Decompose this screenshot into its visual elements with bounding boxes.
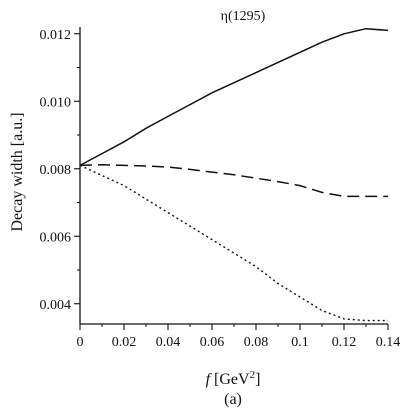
- figure-caption: (a): [224, 391, 242, 408]
- x-tick-label: 0.14: [376, 335, 401, 350]
- x-axis-label-sup: 2: [250, 369, 256, 381]
- x-tick-label: 0.04: [156, 335, 181, 350]
- plot-area: 0 0.02 0.04 0.06 0.08 0.1 0.12 0.14 0.004 0.006 0.…: [40, 27, 401, 350]
- y-tick-label: 0.012: [40, 28, 72, 43]
- series-line-dotted: [79, 164, 388, 322]
- x-axis-label-var: f: [206, 371, 213, 388]
- x-tick-label: 0.1: [291, 335, 309, 350]
- x-tick-label: 0.06: [200, 335, 225, 350]
- x-tick-label: 0.02: [112, 335, 137, 350]
- y-axis-label: Decay width [a.u.]: [9, 112, 26, 231]
- x-tick-label: 0: [77, 335, 84, 350]
- y-tick-label: 0.008: [40, 163, 72, 178]
- x-axis-label-unit-open: [GeV: [210, 371, 250, 388]
- x-tick-label: 0.08: [244, 335, 269, 350]
- chart-title: η(1295): [221, 9, 266, 24]
- x-axis-label-unit-close: ]: [255, 371, 260, 388]
- x-axis-label: f [GeV2]: [206, 369, 261, 388]
- y-tick-label: 0.004: [40, 298, 72, 313]
- series-line-dashed: [79, 163, 388, 198]
- series-line-solid: [79, 27, 389, 167]
- y-tick-label: 0.010: [40, 95, 72, 110]
- x-tick-label: 0.12: [332, 335, 357, 350]
- y-tick-label: 0.006: [40, 230, 72, 245]
